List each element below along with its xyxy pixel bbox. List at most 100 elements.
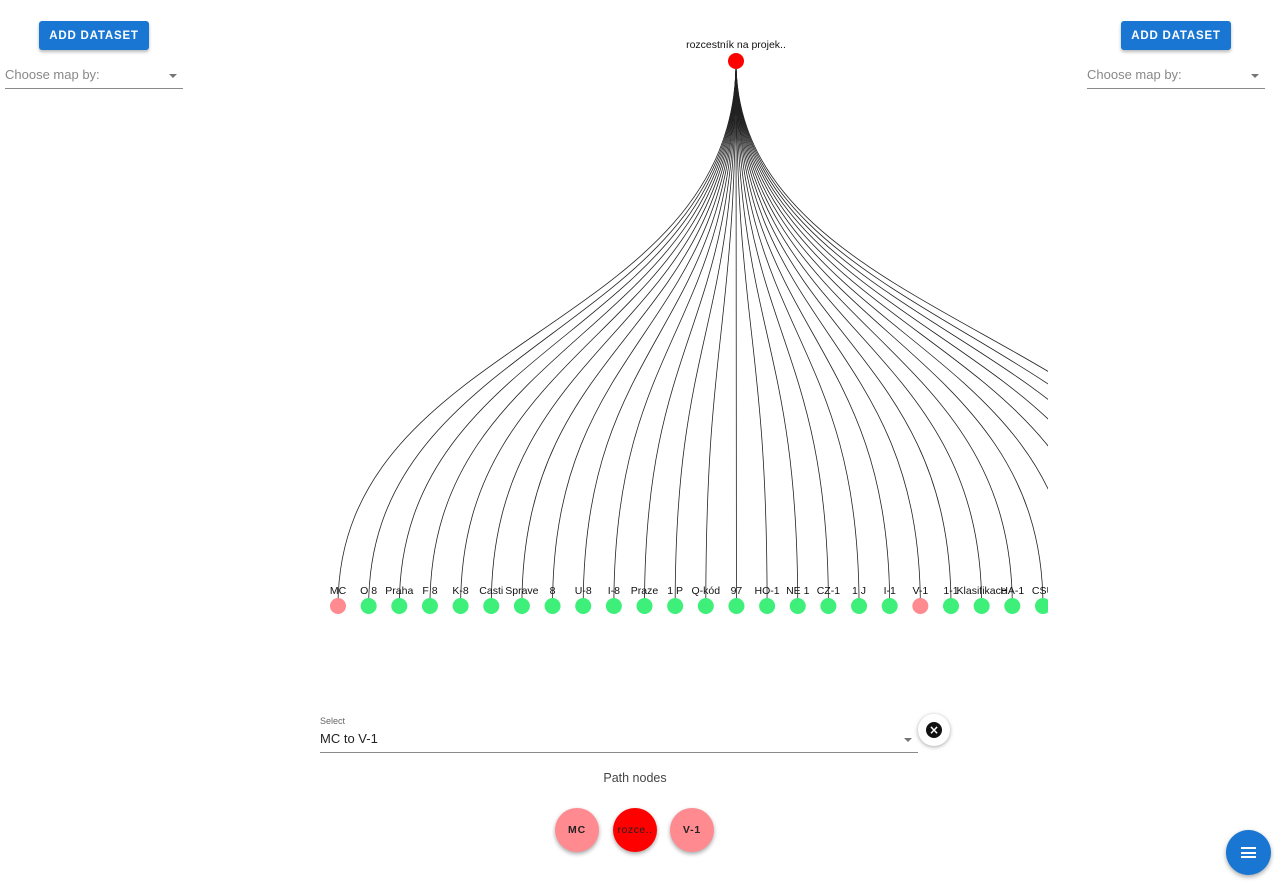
add-dataset-button-right[interactable]: ADD DATASET xyxy=(1121,21,1231,50)
tree-edge xyxy=(735,60,1048,372)
leaf-node[interactable]: F 8 xyxy=(421,585,438,614)
leaf-node-label: K-8 xyxy=(452,585,469,597)
leaf-node-label: CSU xyxy=(1032,585,1054,597)
leaf-node[interactable]: MC xyxy=(330,585,347,614)
close-circle-icon: × xyxy=(926,722,942,738)
leaf-node-label: Praze xyxy=(631,585,659,597)
leaf-node[interactable]: Praze xyxy=(631,585,659,614)
tree-edge xyxy=(429,60,737,607)
leaf-node-label: U-8 xyxy=(575,585,592,597)
leaf-node-circle[interactable] xyxy=(881,598,898,614)
chevron-down-icon xyxy=(904,738,912,742)
leaf-node-circle[interactable] xyxy=(421,598,438,614)
leaf-node[interactable]: Klasifikace xyxy=(957,585,1007,614)
leaf-node-circle[interactable] xyxy=(1034,598,1051,614)
path-select[interactable]: Select MC to V-1 xyxy=(320,716,918,753)
leaf-node[interactable]: Casti xyxy=(479,585,503,614)
tree-edge xyxy=(735,60,768,607)
tree-edge xyxy=(521,60,737,607)
leaf-node-circle[interactable] xyxy=(1004,598,1021,614)
clear-selection-button[interactable]: × xyxy=(918,714,950,746)
leaf-node-label: I-8 xyxy=(608,585,620,597)
leaf-node-label: Praha xyxy=(385,585,413,597)
leaf-node-circle[interactable] xyxy=(973,598,990,614)
leaf-node-circle[interactable] xyxy=(912,598,929,614)
leaf-node[interactable]: V-1 xyxy=(912,585,928,614)
leaf-node[interactable]: U-8 xyxy=(575,585,592,614)
tree-edge xyxy=(735,60,799,607)
leaf-node-circle[interactable] xyxy=(575,598,592,614)
leaf-node[interactable]: 1 P xyxy=(667,585,684,614)
leaf-node-circle[interactable] xyxy=(605,598,622,614)
root-node[interactable] xyxy=(728,53,744,69)
tree-leaves: MC O 8 Praha F 8 K-8 Casti Sprave 8 U-8 I-8 Praze 1… xyxy=(330,585,1054,614)
leaf-node-circle[interactable] xyxy=(667,598,684,614)
tree-edge xyxy=(705,60,737,607)
leaf-node-circle[interactable] xyxy=(360,598,377,614)
path-select-label: Select xyxy=(320,716,346,726)
leaf-node-circle[interactable] xyxy=(820,598,837,614)
leaf-node-label: HO-1 xyxy=(755,585,780,597)
leaf-node[interactable]: HA-1 xyxy=(1000,585,1024,614)
leaf-node[interactable]: NE 1 xyxy=(786,585,810,614)
leaf-node-label: 1 J xyxy=(852,585,866,597)
map-select-placeholder: Choose map by: xyxy=(1087,67,1182,82)
leaf-node-circle[interactable] xyxy=(636,598,653,614)
leaf-node[interactable]: CSU xyxy=(1032,585,1054,614)
leaf-node[interactable]: Q-kód xyxy=(692,585,721,614)
path-node-root[interactable]: rozce.. xyxy=(613,808,657,852)
leaf-node-label: 8 xyxy=(550,585,556,597)
tree-edge xyxy=(398,60,737,607)
add-dataset-button-left[interactable]: ADD DATASET xyxy=(39,21,149,50)
leaf-node-circle[interactable] xyxy=(483,598,500,614)
leaf-node-label: 97 xyxy=(731,585,743,597)
leaf-node[interactable]: Praha xyxy=(385,585,413,614)
tree-edge xyxy=(735,60,1048,385)
path-node-mc[interactable]: MC xyxy=(555,808,599,852)
leaf-node-label: MC xyxy=(330,585,347,597)
tree-edges xyxy=(337,60,1048,607)
path-node-v1[interactable]: V-1 xyxy=(670,808,714,852)
tree-edge xyxy=(735,60,1048,400)
path-nodes-title: Path nodes xyxy=(603,771,667,785)
map-select-left[interactable]: Choose map by: xyxy=(5,66,183,89)
tree-edge xyxy=(735,60,921,607)
leaf-node-circle[interactable] xyxy=(789,598,806,614)
leaf-node[interactable]: I-8 xyxy=(605,585,622,614)
leaf-node-label: Q-kód xyxy=(692,585,721,597)
tree-edge xyxy=(735,60,829,607)
leaf-node[interactable]: 1-1 xyxy=(943,585,959,614)
leaf-node-label: I-1 xyxy=(884,585,896,597)
leaf-node-label: Casti xyxy=(479,585,503,597)
tree-edge xyxy=(368,60,737,607)
leaf-node[interactable]: HO-1 xyxy=(755,585,780,614)
leaf-node[interactable]: I-1 xyxy=(881,585,898,614)
leaf-node[interactable]: O 8 xyxy=(360,585,377,614)
leaf-node[interactable]: K-8 xyxy=(452,585,469,614)
leaf-node[interactable]: 97 xyxy=(728,585,745,614)
tree-root[interactable]: rozcestník na projek.. xyxy=(686,39,786,69)
leaf-node-circle[interactable] xyxy=(452,598,469,614)
leaf-node-circle[interactable] xyxy=(851,598,868,614)
leaf-node-circle[interactable] xyxy=(391,598,408,614)
leaf-node-circle[interactable] xyxy=(697,598,714,614)
leaf-node[interactable]: Sprave xyxy=(505,585,539,614)
map-select-right[interactable]: Choose map by: xyxy=(1087,66,1265,89)
chevron-down-icon xyxy=(1251,74,1259,78)
leaf-node[interactable]: 1 J xyxy=(851,585,868,614)
leaf-node[interactable]: CZ-1 xyxy=(817,585,840,614)
leaf-node-circle[interactable] xyxy=(759,598,776,614)
tree-edge xyxy=(735,60,860,607)
leaf-node[interactable]: 8 xyxy=(544,585,561,614)
leaf-node-label: HA-1 xyxy=(1000,585,1024,597)
menu-fab-button[interactable] xyxy=(1226,830,1271,875)
leaf-node-circle[interactable] xyxy=(330,598,346,614)
tree-edge xyxy=(735,60,1044,607)
leaf-node-circle[interactable] xyxy=(544,598,561,614)
leaf-node-label: CZ-1 xyxy=(817,585,840,597)
leaf-node-circle[interactable] xyxy=(728,598,745,614)
leaf-node-circle[interactable] xyxy=(943,598,959,614)
leaf-node-circle[interactable] xyxy=(513,598,530,614)
leaf-node-label: V-1 xyxy=(912,585,928,597)
root-node-label: rozcestník na projek.. xyxy=(686,39,786,51)
